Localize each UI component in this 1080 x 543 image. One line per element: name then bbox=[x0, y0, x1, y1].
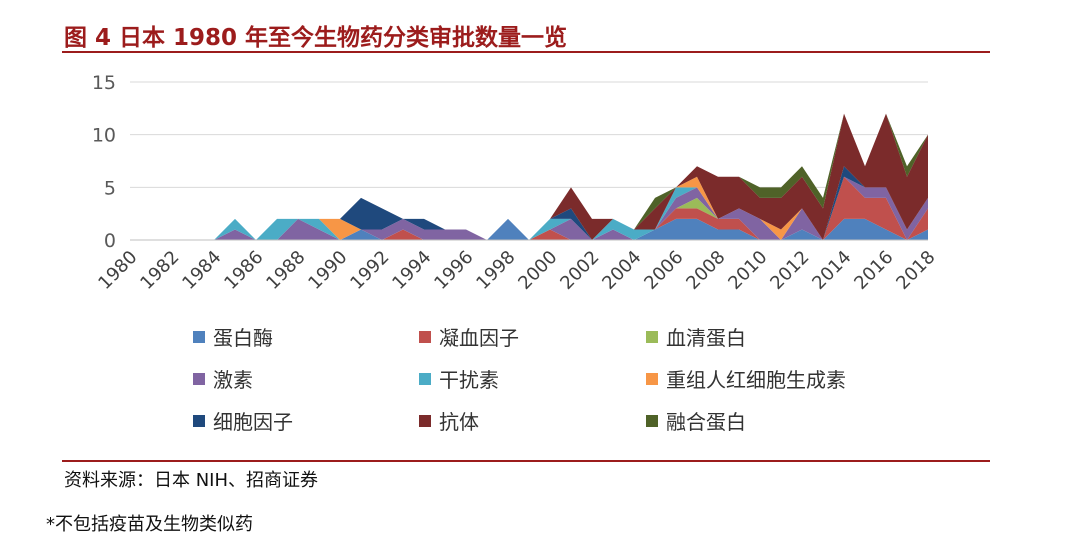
x-tick-label: 1982 bbox=[136, 247, 183, 294]
legend-item: 重组人红细胞生成素 bbox=[646, 364, 846, 393]
legend-label: 细胞因子 bbox=[213, 410, 293, 434]
y-axis-ticks: 0 5 10 15 bbox=[92, 72, 116, 252]
legend-swatch bbox=[646, 372, 658, 385]
legend-swatch bbox=[193, 414, 205, 427]
x-tick-label: 1992 bbox=[346, 247, 393, 294]
x-tick-label: 2016 bbox=[850, 247, 897, 294]
legend-swatch bbox=[193, 330, 205, 343]
area-series-1 bbox=[130, 176, 928, 240]
source-text: 资料来源：日本 NIH、招商证券 bbox=[64, 470, 319, 491]
legend-item: 凝血因子 bbox=[419, 322, 519, 351]
x-tick-label: 1998 bbox=[472, 247, 519, 294]
area-series-7 bbox=[130, 113, 928, 240]
y-tick-label: 15 bbox=[92, 72, 116, 94]
legend-label: 重组人红细胞生成素 bbox=[666, 368, 846, 392]
x-tick-label: 1988 bbox=[262, 247, 309, 294]
legend-item: 融合蛋白 bbox=[646, 406, 746, 435]
legend-swatch bbox=[646, 414, 658, 427]
legend-label: 抗体 bbox=[439, 410, 479, 434]
x-tick-label: 1984 bbox=[178, 247, 225, 294]
x-tick-label: 2002 bbox=[556, 247, 603, 294]
legend-item: 蛋白酶 bbox=[193, 322, 273, 351]
legend-swatch bbox=[419, 330, 431, 343]
legend-label: 干扰素 bbox=[439, 368, 499, 392]
x-tick-label: 2014 bbox=[808, 247, 855, 294]
chart-title: 图 4 日本 1980 年至今生物药分类审批数量一览 bbox=[64, 25, 568, 51]
legend-item: 血清蛋白 bbox=[646, 322, 746, 351]
x-tick-label: 2004 bbox=[598, 247, 645, 294]
legend-item: 激素 bbox=[193, 364, 253, 393]
footnote-text: *不包括疫苗及生物类似药 bbox=[46, 514, 253, 535]
x-tick-label: 2018 bbox=[892, 247, 939, 294]
y-tick-label: 0 bbox=[104, 230, 116, 252]
area-series-0 bbox=[130, 218, 928, 240]
legend-label: 血清蛋白 bbox=[666, 326, 746, 350]
legend-item: 抗体 bbox=[419, 406, 479, 435]
x-axis-ticks: 1980198219841986198819901992199419961998… bbox=[94, 247, 939, 294]
x-tick-label: 2008 bbox=[682, 247, 729, 294]
source-rule bbox=[62, 460, 990, 462]
legend-label: 蛋白酶 bbox=[213, 326, 273, 350]
area-series-6 bbox=[130, 166, 928, 240]
legend-item: 细胞因子 bbox=[193, 406, 293, 435]
x-tick-label: 1990 bbox=[304, 247, 351, 294]
x-tick-label: 2012 bbox=[766, 247, 813, 294]
x-tick-label: 2006 bbox=[640, 247, 687, 294]
x-tick-label: 1986 bbox=[220, 247, 267, 294]
legend-item: 干扰素 bbox=[419, 364, 499, 393]
title-rule bbox=[62, 51, 990, 53]
x-tick-label: 1994 bbox=[388, 247, 435, 294]
legend-swatch bbox=[419, 414, 431, 427]
legend-swatch bbox=[193, 372, 205, 385]
legend-label: 融合蛋白 bbox=[666, 410, 746, 434]
y-tick-label: 5 bbox=[104, 177, 116, 199]
x-tick-label: 1996 bbox=[430, 247, 477, 294]
x-tick-label: 2010 bbox=[724, 247, 771, 294]
area-series-5 bbox=[130, 176, 928, 240]
x-tick-label: 2000 bbox=[514, 247, 561, 294]
y-tick-label: 10 bbox=[92, 125, 116, 147]
legend-swatch bbox=[419, 372, 431, 385]
x-tick-label: 1980 bbox=[94, 247, 141, 294]
legend-label: 凝血因子 bbox=[439, 326, 519, 350]
area-series bbox=[130, 113, 928, 241]
legend-swatch bbox=[646, 330, 658, 343]
legend-label: 激素 bbox=[213, 368, 253, 392]
